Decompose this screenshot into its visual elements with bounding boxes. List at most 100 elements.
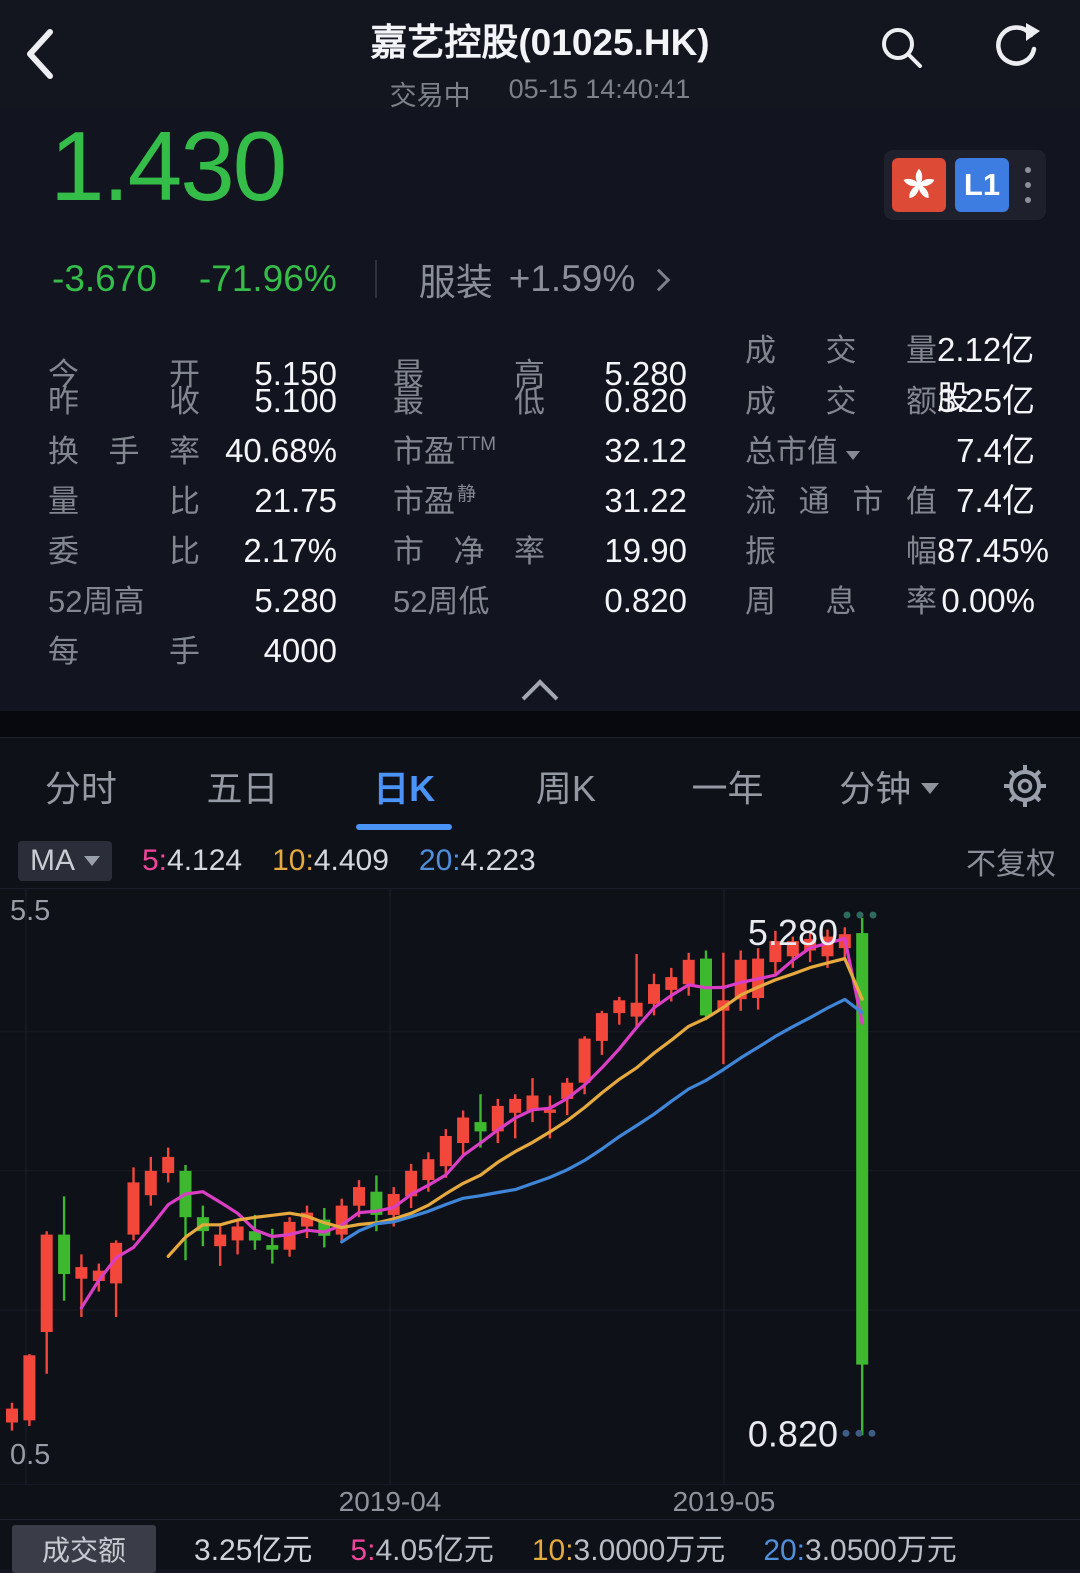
stat-cell: 52周高 5.280	[0, 576, 345, 621]
tab-label: 周K	[535, 768, 596, 809]
stat-cell: 最低 0.820	[345, 376, 695, 421]
stat-label: 成交量	[745, 333, 937, 368]
stat-value: 21.75	[254, 481, 337, 519]
ma-period-prefix: 5:	[142, 844, 168, 877]
price-change-percent: -71.96%	[198, 258, 337, 299]
chart-panel: 分时 五日 日K 周K 一年 分钟 MA 5:4.124 10:4.409 20:4.223 …	[0, 738, 1080, 1573]
adjust-mode-toggle[interactable]: 不复权	[966, 848, 1056, 881]
vol-prefix: 10:	[531, 1534, 574, 1567]
market-cap-toggle[interactable]: 总市值 7.4亿	[695, 424, 1080, 472]
back-button[interactable]	[20, 22, 64, 86]
tab-日K[interactable]: 日K	[323, 738, 485, 834]
stat-row: 52周高 5.280 52周低 0.820 周息率 0.00%	[0, 573, 1080, 623]
vol-prefix: 5:	[350, 1534, 376, 1567]
stat-label: 市盈 TTM	[393, 433, 497, 469]
section-divider	[0, 711, 1080, 738]
chevron-down-icon	[846, 451, 860, 460]
stat-value: 4000	[263, 631, 337, 669]
x-axis-label: 2019-04	[338, 1486, 442, 1517]
stat-label: 最低	[393, 383, 545, 419]
refresh-button[interactable]	[988, 20, 1044, 76]
stat-row: 昨收 5.100 最低 0.820 成交额 3.25亿	[0, 373, 1080, 423]
search-icon	[882, 28, 922, 68]
stat-value: 2.12亿股	[937, 331, 1035, 416]
refresh-icon	[996, 23, 1040, 66]
stat-cell: 成交额 3.25亿	[695, 374, 1080, 422]
tab-label: 日K	[373, 768, 436, 809]
stat-cell: 市盈静 31.22	[345, 476, 695, 521]
stat-cell: 今开 5.150	[0, 349, 345, 394]
stat-label: 今开	[48, 356, 200, 392]
stat-cell: 最高 5.280	[345, 349, 695, 394]
tab-分钟[interactable]: 分钟	[808, 738, 970, 834]
sector-name: 服装	[418, 262, 493, 303]
stat-row: 委比 2.17% 市净率 19.90 振幅 87.45%	[0, 523, 1080, 573]
stat-cell: 流通市值 7.4亿	[695, 474, 1080, 522]
stat-label: 市净率	[393, 533, 545, 569]
price-change: -3.670	[52, 258, 157, 299]
vol-prefix: 20:	[763, 1534, 806, 1567]
ma-period-prefix: 10:	[272, 844, 314, 877]
stat-value: 40.68%	[225, 431, 337, 469]
divider	[374, 260, 377, 298]
volume-indicator-selector[interactable]: 成交额	[12, 1525, 157, 1573]
stat-cell: 市盈 TTM 32.12	[345, 426, 695, 471]
volume-fragment: 5:4.05亿元	[350, 1525, 493, 1569]
stat-cell: 振幅 87.45%	[695, 526, 1080, 571]
tab-分时[interactable]: 分时	[0, 738, 162, 834]
stock-detail-screen: { "header": { "title": "嘉艺控股(01025.HK)",…	[0, 20, 1080, 1573]
search-button[interactable]	[874, 20, 930, 76]
sector-change: +1.59%	[508, 258, 636, 299]
stat-label: 市盈静	[393, 483, 477, 519]
stat-label: 量比	[48, 483, 200, 519]
last-price: 1.430	[50, 111, 287, 221]
stat-row: 今开 5.150 最高 5.280 成交量 2.12亿股	[0, 323, 1080, 416]
stat-value: 3.25亿	[937, 382, 1035, 419]
sector-link[interactable]: 服装 +1.59%	[418, 252, 671, 306]
period-tabbar: 分时 五日 日K 周K 一年 分钟	[0, 738, 1080, 834]
stat-value: 32.12	[604, 431, 687, 469]
stat-label: 流通市值	[745, 484, 937, 519]
quote-section: 1.430 L1 -3.670 -71.96% 服装 +1.59%	[0, 110, 1080, 315]
stat-label: 总市值	[745, 426, 937, 471]
tab-label: 五日	[206, 768, 279, 809]
stat-value: 19.90	[604, 531, 687, 569]
stat-cell: 换手率 40.68%	[0, 426, 345, 471]
stat-cell: 成交量 2.12亿股	[695, 323, 1080, 419]
vol-number: 4.05亿元	[375, 1534, 494, 1567]
kline-svg: 5.280 0.820	[0, 889, 1080, 1484]
tab-label: 一年	[691, 768, 764, 809]
tab-五日[interactable]: 五日	[162, 738, 324, 834]
ma-number: 4.124	[167, 844, 243, 877]
tab-周K[interactable]: 周K	[485, 738, 647, 834]
tab-label: 分钟	[839, 768, 912, 809]
collapse-panel-button[interactable]	[0, 673, 1080, 717]
stat-value: 5.100	[254, 381, 337, 419]
active-tab-underline	[356, 824, 453, 830]
chevron-down-icon	[84, 856, 100, 866]
y-axis-min-label: 0.5	[10, 1439, 51, 1471]
stat-cell: 委比 2.17%	[0, 526, 345, 571]
stat-label: 52周低	[393, 583, 490, 619]
stat-cell: 市净率 19.90	[345, 526, 695, 571]
stat-row: 量比 21.75 市盈静 31.22 流通市值 7.4亿	[0, 473, 1080, 523]
volume-fragment: 20:3.0500万元	[763, 1525, 956, 1569]
more-menu-icon[interactable]	[1018, 167, 1038, 203]
ma-value: 5:4.124	[142, 844, 242, 878]
stat-value: 7.4亿	[956, 432, 1035, 469]
stat-cell: 量比 21.75	[0, 476, 345, 521]
trading-status: 交易中	[389, 81, 471, 111]
back-chevron-icon	[27, 29, 53, 79]
ma-selector[interactable]: MA	[18, 841, 112, 881]
vol-number: 3.0000万元	[573, 1534, 726, 1567]
stat-value: 5.150	[254, 354, 337, 392]
chevron-down-icon	[921, 782, 940, 794]
tab-一年[interactable]: 一年	[647, 738, 809, 834]
stat-label: 每手	[48, 633, 200, 669]
y-axis-max-label: 5.5	[10, 895, 51, 927]
volume-fragment: 10:3.0000万元	[532, 1525, 725, 1569]
chart-settings-button[interactable]	[970, 738, 1080, 834]
stat-label: 成交额	[745, 384, 937, 419]
candlestick-chart[interactable]: 5.280 0.820 5.5 0.5	[0, 888, 1080, 1484]
vol-number: 3.0500万元	[805, 1534, 957, 1567]
